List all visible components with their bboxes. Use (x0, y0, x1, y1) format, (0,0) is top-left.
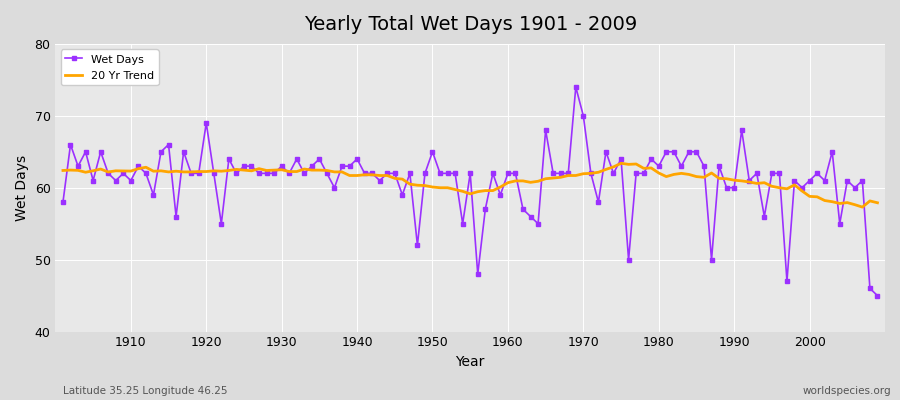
Legend: Wet Days, 20 Yr Trend: Wet Days, 20 Yr Trend (61, 50, 158, 86)
20 Yr Trend (329, 170, 340, 174)
Y-axis label: Wet Days: Wet Days (15, 155, 29, 221)
20 Yr Trend (284, 169, 294, 174)
20 Yr Trend (616, 161, 626, 166)
20 Yr Trend (118, 168, 129, 173)
Wet Days (502, 171, 513, 176)
Text: Latitude 35.25 Longitude 46.25: Latitude 35.25 Longitude 46.25 (63, 386, 228, 396)
Wet Days (600, 149, 611, 154)
Wet Days (329, 185, 340, 190)
Wet Days (284, 171, 294, 176)
Wet Days (495, 192, 506, 197)
20 Yr Trend (857, 205, 868, 210)
20 Yr Trend (502, 180, 513, 185)
Wet Days (872, 293, 883, 298)
20 Yr Trend (495, 185, 506, 190)
20 Yr Trend (872, 200, 883, 205)
Line: Wet Days: Wet Days (61, 85, 879, 297)
Wet Days (571, 85, 581, 90)
Wet Days (118, 171, 129, 176)
Line: 20 Yr Trend: 20 Yr Trend (63, 163, 878, 207)
20 Yr Trend (593, 170, 604, 175)
Wet Days (58, 200, 68, 204)
Title: Yearly Total Wet Days 1901 - 2009: Yearly Total Wet Days 1901 - 2009 (303, 15, 637, 34)
Text: worldspecies.org: worldspecies.org (803, 386, 891, 396)
X-axis label: Year: Year (455, 355, 485, 369)
20 Yr Trend (58, 168, 68, 173)
